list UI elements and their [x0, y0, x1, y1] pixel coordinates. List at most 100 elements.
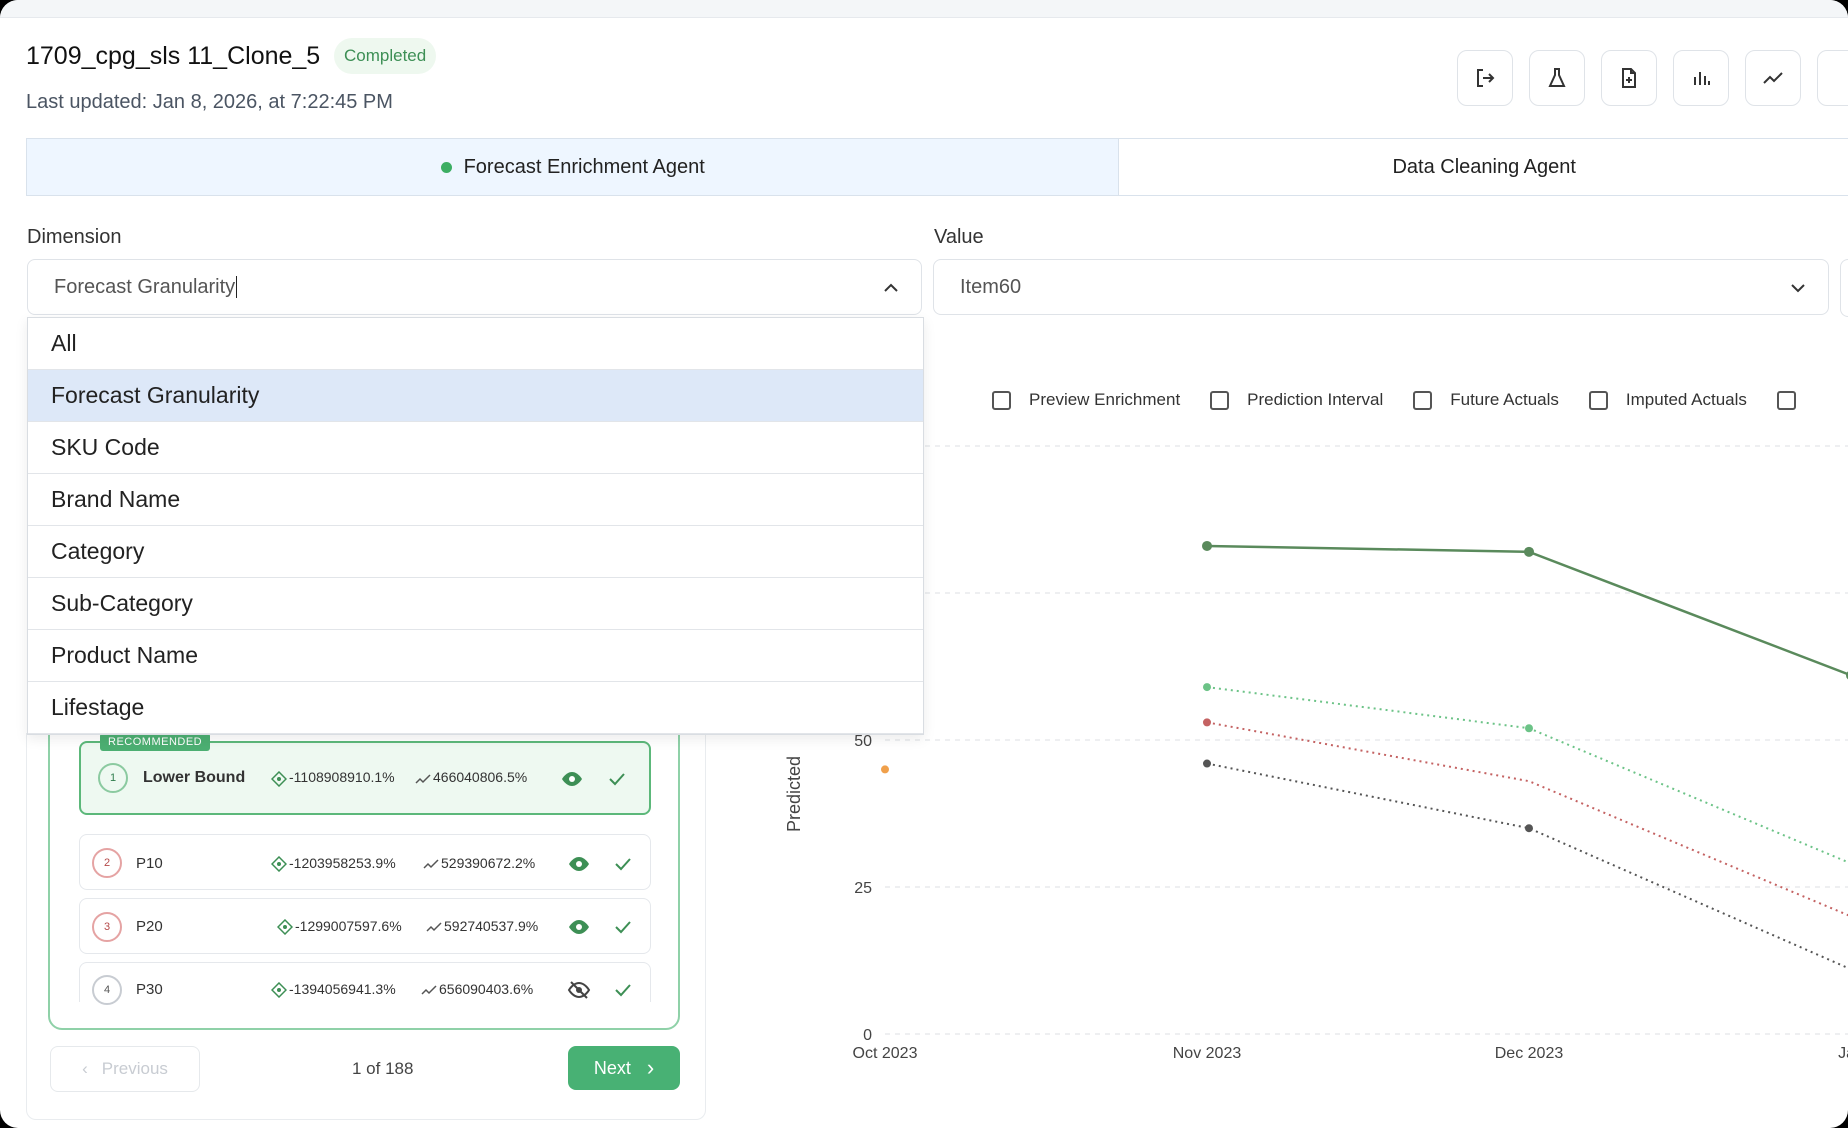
- experiment-button[interactable]: [1529, 50, 1585, 106]
- left-panel: [26, 733, 706, 1120]
- toggle-prediction-interval[interactable]: Prediction Interval: [1210, 390, 1383, 410]
- dropdown-option-category[interactable]: Category: [28, 526, 923, 578]
- recommendation-card-1[interactable]: 1 Lower Bound -1108908910.1% 466040806.5…: [79, 741, 651, 815]
- value-select[interactable]: Item60: [933, 259, 1829, 315]
- bar-chart-icon: [1694, 72, 1710, 85]
- dimension-label: Dimension: [27, 226, 122, 248]
- target-icon: [271, 856, 287, 872]
- eye-icon[interactable]: [567, 852, 591, 876]
- trend-line-icon: [1763, 72, 1783, 84]
- check-icon[interactable]: [613, 917, 633, 937]
- more-toolbar-button[interactable]: [1817, 50, 1848, 106]
- recommendation-card-4[interactable]: 4 P30 -1394056941.3% 656090403.6%: [79, 962, 651, 1005]
- add-file-button[interactable]: [1601, 50, 1657, 106]
- y-tick-label: 50: [854, 733, 872, 750]
- x-tick-label: Oct 2023: [853, 1045, 918, 1062]
- rank-badge: 3: [92, 912, 122, 942]
- next-label: Next: [593, 1057, 631, 1078]
- next-button[interactable]: Next ›: [568, 1046, 680, 1090]
- chevron-left-icon: ‹: [82, 1059, 88, 1078]
- rank-badge: 2: [92, 848, 122, 878]
- trend-icon: [423, 859, 439, 869]
- active-dot-icon: [440, 161, 452, 173]
- eye-off-icon[interactable]: [567, 978, 591, 1002]
- dropdown-option-product-name[interactable]: Product Name: [28, 630, 923, 682]
- data-point: [1203, 759, 1211, 768]
- checkbox[interactable]: [1776, 390, 1796, 410]
- previous-label: Previous: [101, 1059, 168, 1078]
- x-tick-label: Jan: [1838, 1045, 1848, 1062]
- trend-icon: [426, 922, 442, 932]
- data-point: [1202, 540, 1212, 551]
- metric-a: -1203958253.9%: [289, 855, 396, 871]
- dropdown-option-lifestage[interactable]: Lifestage: [28, 682, 923, 734]
- series-line-4: [1206, 762, 1848, 970]
- dropdown-option-sub-category[interactable]: Sub-Category: [28, 578, 923, 630]
- dropdown-option-sku-code[interactable]: SKU Code: [28, 422, 923, 474]
- file-plus-icon: [1622, 68, 1636, 88]
- toggle-label: Preview Enrichment: [1029, 390, 1181, 409]
- recommended-tag: RECOMMENDED: [100, 733, 211, 751]
- toggle-preview-enrichment[interactable]: Preview Enrichment: [992, 390, 1180, 410]
- exit-icon: [1477, 69, 1495, 87]
- x-tick-label: Dec 2023: [1495, 1045, 1564, 1062]
- previous-button[interactable]: ‹ Previous: [50, 1046, 200, 1092]
- dimension-input-text[interactable]: Forecast Granularity: [54, 275, 236, 298]
- metric-a: -1108908910.1%: [289, 769, 395, 785]
- data-point: [1525, 824, 1533, 833]
- series-line-1: [1206, 544, 1848, 676]
- x-tick-label: Nov 2023: [1173, 1045, 1242, 1062]
- bar-chart-button[interactable]: [1673, 50, 1729, 106]
- chart-toggles: Preview Enrichment Prediction Interval F…: [992, 390, 1844, 410]
- value-label: Value: [934, 226, 984, 248]
- recommendation-name: P20: [136, 918, 163, 935]
- window-top-strip: [0, 0, 1848, 18]
- dropdown-option-all[interactable]: All: [28, 318, 923, 370]
- checkbox[interactable]: [1588, 390, 1608, 410]
- trend-icon: [415, 774, 431, 784]
- y-tick-label: 25: [854, 880, 872, 897]
- metric-a: -1394056941.3%: [289, 981, 396, 997]
- toggle-future-actuals[interactable]: Future Actuals: [1413, 390, 1559, 410]
- checkbox[interactable]: [1413, 390, 1433, 410]
- value-select-text: Item60: [960, 275, 1022, 298]
- eye-icon[interactable]: [567, 915, 591, 939]
- tab-forecast-enrichment-agent[interactable]: Forecast Enrichment Agent: [27, 139, 1120, 195]
- check-icon[interactable]: [613, 980, 633, 1000]
- metric-b: 592740537.9%: [444, 918, 539, 934]
- chevron-down-icon: [1791, 284, 1805, 293]
- chevron-right-icon: ›: [646, 1055, 655, 1080]
- eye-icon[interactable]: [560, 767, 584, 791]
- recommendation-name: P10: [136, 855, 163, 872]
- toggle-more[interactable]: [1776, 390, 1814, 410]
- chevron-up-icon: [884, 283, 898, 292]
- recommendation-name: Lower Bound: [143, 769, 246, 786]
- series-line-2: [1206, 686, 1848, 864]
- rank-badge: 4: [92, 975, 122, 1005]
- checkbox[interactable]: [992, 390, 1011, 410]
- metric-a: -1299007597.6%: [295, 918, 402, 934]
- toggle-label: Prediction Interval: [1247, 390, 1384, 409]
- dimension-dropdown-menu: All Forecast Granularity SKU Code Brand …: [27, 317, 924, 735]
- metric-b: 466040806.5%: [433, 769, 528, 785]
- data-point: [881, 765, 889, 774]
- recommendation-card-2[interactable]: 2 P10 -1203958253.9% 529390672.2%: [79, 834, 651, 890]
- toggle-imputed-actuals[interactable]: Imputed Actuals: [1588, 390, 1747, 410]
- checkbox[interactable]: [1210, 390, 1230, 410]
- check-icon[interactable]: [607, 769, 627, 789]
- forecast-chart: 0 25 50 Oct 2023 Nov 2023 Dec 2023 Jan Predicte…: [784, 445, 1848, 1062]
- trend-button[interactable]: [1745, 50, 1801, 106]
- dimension-select[interactable]: Forecast Granularity: [27, 259, 922, 315]
- dropdown-option-brand-name[interactable]: Brand Name: [28, 474, 923, 526]
- tab-data-cleaning-agent[interactable]: Data Cleaning Agent: [1119, 139, 1848, 195]
- data-point: [1203, 683, 1211, 692]
- check-icon[interactable]: [613, 854, 633, 874]
- exit-button[interactable]: [1457, 50, 1513, 106]
- data-point: [1203, 718, 1211, 727]
- recommendation-card-3[interactable]: 3 P20 -1299007597.6% 592740537.9%: [79, 898, 651, 954]
- extra-select-edge[interactable]: [1840, 259, 1848, 317]
- target-icon: [277, 919, 293, 935]
- last-updated-text: Last updated: Jan 8, 2026, at 7:22:45 PM: [26, 91, 393, 113]
- dropdown-option-forecast-granularity[interactable]: Forecast Granularity: [28, 370, 923, 422]
